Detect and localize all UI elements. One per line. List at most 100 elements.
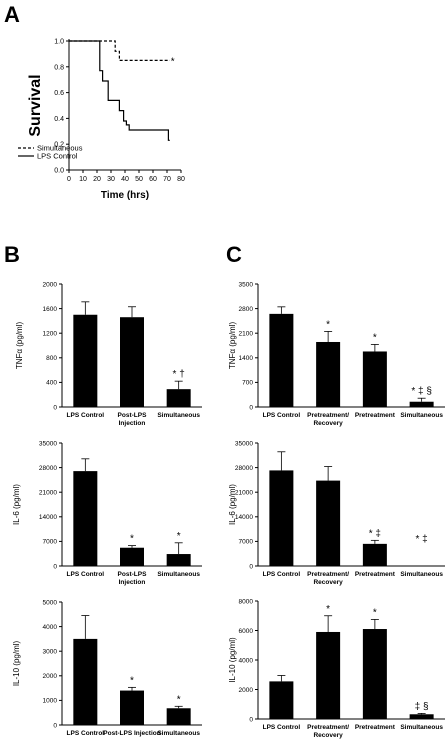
bar <box>409 714 434 719</box>
bar-chart-2: 0 7000 14000 21000 28000 35000 IL-6 (pg/ml) LPS… <box>12 440 202 586</box>
bar-chart-3: 0 1000 2000 3000 4000 5000 IL-10 (pg/ml) LPS Co… <box>12 599 202 737</box>
bar <box>120 547 144 566</box>
x-tick-label: 40 <box>121 176 129 183</box>
bar <box>120 690 144 725</box>
y-axis-title: TNFα (pg/ml) <box>228 322 237 370</box>
y-tick-label: 4000 <box>43 624 58 631</box>
category-label: LPS Control <box>263 571 301 578</box>
category-label: Recovery <box>313 732 343 739</box>
category-label: Post-LPS Injection <box>103 730 160 737</box>
y-tick-label: 14000 <box>39 514 57 521</box>
y-tick-label: 1600 <box>43 306 58 313</box>
x-tick-label: 30 <box>107 176 115 183</box>
y-tick-label: 3000 <box>43 649 58 656</box>
bar <box>269 681 294 719</box>
bar <box>73 638 98 725</box>
panel-letter-a: A <box>4 2 20 27</box>
y-tick-label: 28000 <box>235 465 253 472</box>
significance-marker: * † <box>173 369 185 380</box>
y-tick-label: 14000 <box>235 514 253 521</box>
bar <box>269 470 294 566</box>
bar <box>362 629 387 719</box>
survival-line-lps-control <box>69 40 170 141</box>
y-tick-label: 3500 <box>239 281 254 288</box>
bar <box>316 480 341 566</box>
y-tick-label: 1000 <box>43 698 58 705</box>
y-axis-title: Survival <box>27 74 44 136</box>
y-tick-label: 6000 <box>239 628 254 635</box>
x-tick-label: 50 <box>135 176 143 183</box>
panel-letter-b: B <box>4 242 20 267</box>
category-label: Simultaneous <box>157 412 200 419</box>
bar-chart-6: 0 2000 4000 6000 8000 IL-10 (pg/ml) LPS Contro… <box>228 598 445 739</box>
y-tick-label: 0.2 <box>54 142 64 149</box>
y-tick-label: 1400 <box>239 355 254 362</box>
bar-chart-1: 0 400 800 1200 1600 2000 TNFα (pg/ml) LPS Contr… <box>15 281 202 427</box>
bar <box>362 543 387 566</box>
y-tick-label: 21000 <box>235 490 253 497</box>
y-tick-label: 35000 <box>235 440 253 447</box>
category-label: Injection <box>119 420 146 427</box>
bar <box>120 317 144 407</box>
y-tick-label: 2000 <box>43 281 58 288</box>
category-label: Recovery <box>313 579 343 586</box>
category-label: Pretreatment <box>355 724 396 731</box>
y-axis-title: IL-6 (pg/ml) <box>228 484 237 525</box>
legend-label: Simultaneous <box>37 144 83 153</box>
y-axis-title: TNFα (pg/ml) <box>15 322 24 370</box>
legend-label: LPS Control <box>37 152 78 161</box>
category-label: Simultaneous <box>157 571 200 578</box>
y-axis-title: IL-6 (pg/ml) <box>12 484 21 525</box>
y-tick-label: 7000 <box>239 539 254 546</box>
y-tick-label: 21000 <box>39 490 57 497</box>
y-tick-label: 0.8 <box>54 64 64 71</box>
survival-line-simultaneous <box>69 40 170 61</box>
bar <box>269 313 294 407</box>
significance-marker: * <box>326 604 330 615</box>
y-tick-label: 0 <box>53 722 57 729</box>
category-label: Simultaneous <box>157 730 200 737</box>
y-tick-label: 0 <box>249 716 253 723</box>
category-label: Simultaneous <box>400 412 443 419</box>
significance-marker: * ‡ <box>369 528 381 539</box>
y-tick-label: 7000 <box>43 539 58 546</box>
y-tick-label: 5000 <box>43 599 58 606</box>
x-tick-label: 10 <box>79 176 87 183</box>
x-tick-label: 20 <box>93 176 101 183</box>
panel-letter-c: C <box>226 242 242 267</box>
y-axis-title: IL-10 (pg/ml) <box>228 637 237 683</box>
y-tick-label: 800 <box>46 355 57 362</box>
y-tick-label: 400 <box>46 380 57 387</box>
x-tick-label: 80 <box>177 176 185 183</box>
bar <box>409 401 434 407</box>
y-tick-label: 28000 <box>39 465 57 472</box>
category-label: LPS Control <box>263 724 301 731</box>
x-tick-label: 60 <box>149 176 157 183</box>
category-label: Pretreatment/ <box>307 571 349 578</box>
bar-chart-4: 0 700 1400 2100 2800 3500 TNFα (pg/ml) LPS Cont… <box>228 281 445 427</box>
y-tick-label: 0 <box>249 563 253 570</box>
significance-marker: * <box>326 319 330 330</box>
significance-marker: * <box>177 531 181 542</box>
category-label: LPS Control <box>67 412 105 419</box>
x-axis-title: Time (hrs) <box>101 190 149 201</box>
bar-chart-5: 0 7000 14000 21000 28000 35000 IL-6 (pg/ml) LPS… <box>228 440 445 586</box>
y-tick-label: 0.0 <box>54 168 64 175</box>
bar <box>73 314 98 407</box>
significance-marker: * <box>171 56 175 67</box>
y-tick-label: 0.4 <box>54 116 64 123</box>
significance-marker: * <box>130 675 134 686</box>
y-tick-label: 0 <box>249 404 253 411</box>
bar <box>73 471 98 566</box>
y-tick-label: 2100 <box>239 331 254 338</box>
x-tick-label: 70 <box>163 176 171 183</box>
bar <box>166 554 191 566</box>
category-label: Pretreatment <box>355 571 396 578</box>
y-tick-label: 0.6 <box>54 90 64 97</box>
category-label: LPS Control <box>67 730 105 737</box>
bar <box>316 631 341 719</box>
bar <box>362 351 387 407</box>
category-label: LPS Control <box>263 412 301 419</box>
y-tick-label: 2800 <box>239 306 254 313</box>
